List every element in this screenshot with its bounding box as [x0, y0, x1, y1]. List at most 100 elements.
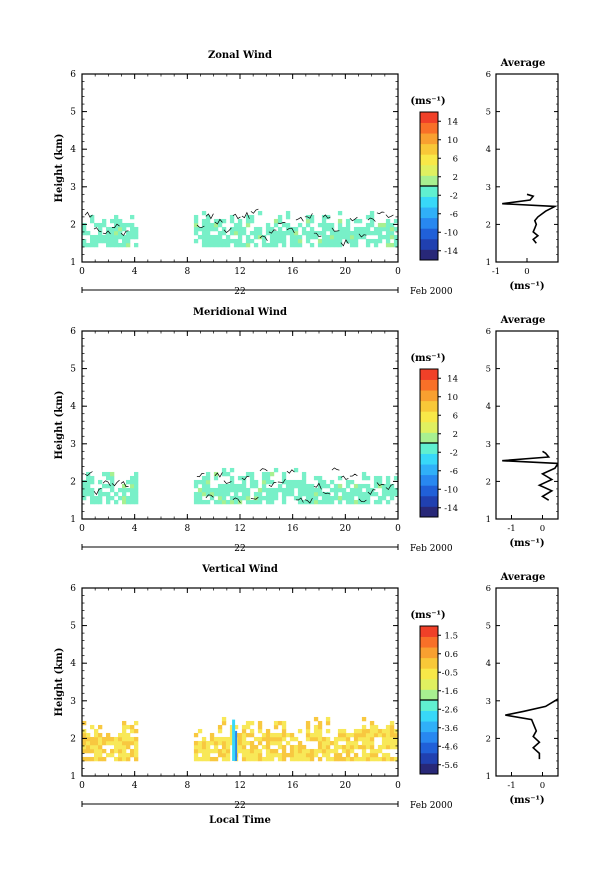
- echo-cell: [337, 234, 343, 240]
- echo-cell: [333, 230, 339, 236]
- colorbar-swatch: [420, 228, 438, 240]
- echo-cell: [253, 226, 259, 232]
- echo-cell: [389, 724, 395, 730]
- echo-cell: [257, 728, 263, 734]
- echo-cell: [385, 736, 391, 742]
- height-axis-label: Height (km): [54, 134, 65, 203]
- echo-cell: [82, 222, 87, 228]
- echo-cell: [90, 748, 95, 754]
- x-tick-label: 12: [234, 267, 245, 277]
- echo-cell: [361, 752, 367, 758]
- height-axis-label: Height (km): [54, 391, 65, 460]
- echo-cell: [273, 495, 279, 501]
- echo-cell: [265, 736, 271, 742]
- echo-cell: [293, 479, 299, 485]
- echo-cell: [197, 744, 203, 750]
- echo-cell: [369, 744, 375, 750]
- echo-cell: [82, 756, 87, 762]
- echo-cell: [345, 483, 351, 489]
- echo-cell: [213, 222, 219, 228]
- echo-cell: [385, 491, 391, 497]
- echo-cell: [377, 475, 383, 481]
- echo-cell: [377, 732, 383, 738]
- echo-cell: [221, 471, 227, 477]
- echo-cell: [245, 748, 251, 754]
- echo-cell: [122, 720, 127, 726]
- echo-cell: [114, 491, 119, 497]
- echo-cell: [209, 222, 215, 228]
- echo-cell: [353, 740, 359, 746]
- echo-cell: [241, 226, 247, 232]
- colorbar-swatch: [420, 721, 438, 733]
- echo-cell: [393, 218, 398, 224]
- echo-cell: [130, 736, 135, 742]
- echo-cell: [253, 736, 259, 742]
- echo-cell: [357, 499, 363, 505]
- echo-cell: [134, 234, 139, 240]
- echo-cell: [361, 748, 367, 754]
- echo-cell: [281, 242, 287, 248]
- contour-line: [93, 487, 102, 496]
- echo-cell: [245, 740, 251, 746]
- echo-cell: [385, 218, 391, 224]
- contour-line: [120, 230, 129, 237]
- echo-cell: [365, 752, 371, 758]
- contour-line: [102, 230, 111, 235]
- echo-cell: [201, 483, 207, 489]
- x-tick-label: 16: [287, 781, 299, 791]
- echo-cell: [277, 226, 283, 232]
- echo-cell: [273, 748, 279, 754]
- echo-cell: [341, 744, 347, 750]
- echo-cell: [389, 744, 395, 750]
- echo-cell: [201, 487, 207, 493]
- echo-cell: [329, 230, 335, 236]
- echo-cell: [357, 483, 363, 489]
- echo-cell: [249, 479, 255, 485]
- echo-cell: [229, 230, 235, 236]
- echo-cell: [245, 756, 251, 762]
- echo-cell: [369, 720, 375, 726]
- echo-cell: [373, 242, 379, 248]
- echo-cell: [126, 238, 131, 244]
- echo-cell: [301, 483, 307, 489]
- echo-cell: [98, 495, 103, 501]
- echo-cell: [229, 724, 235, 730]
- echo-cell: [337, 499, 343, 505]
- echo-cell: [257, 499, 263, 505]
- echo-cell: [110, 748, 115, 754]
- echo-cell: [329, 499, 335, 505]
- echo-cell: [241, 740, 247, 746]
- echo-cell: [205, 218, 211, 224]
- echo-cell: [353, 242, 359, 248]
- echo-cell: [281, 724, 287, 730]
- echo-cell: [301, 475, 307, 481]
- echo-cell: [217, 487, 223, 493]
- echo-cell: [313, 748, 319, 754]
- echo-cell: [301, 226, 307, 232]
- echo-cell: [381, 736, 387, 742]
- echo-cell: [241, 475, 247, 481]
- echo-cell: [381, 483, 387, 489]
- average-y-tick-label: 5: [486, 365, 491, 375]
- echo-cell: [289, 230, 295, 236]
- echo-cell: [273, 740, 279, 746]
- echo-cell: [345, 752, 351, 758]
- colorbar-tick-label: -4.6: [442, 742, 458, 752]
- echo-cell: [393, 234, 398, 240]
- colorbar-unit: (ms⁻¹): [410, 610, 445, 621]
- echo-cell: [381, 756, 387, 762]
- echo-cell: [257, 748, 263, 754]
- echo-cell: [341, 748, 347, 754]
- echo-cell: [106, 471, 111, 477]
- colorbar-unit: (ms⁻¹): [410, 96, 445, 107]
- echo-cell: [225, 499, 231, 505]
- echo-cell: [349, 740, 355, 746]
- echo-cell: [273, 238, 279, 244]
- echo-cell: [209, 756, 215, 762]
- echo-cell: [321, 748, 327, 754]
- echo-cell: [193, 238, 199, 244]
- echo-cell: [377, 483, 383, 489]
- echo-cell: [237, 487, 243, 493]
- contour-line: [286, 469, 295, 474]
- echo-cell: [265, 242, 271, 248]
